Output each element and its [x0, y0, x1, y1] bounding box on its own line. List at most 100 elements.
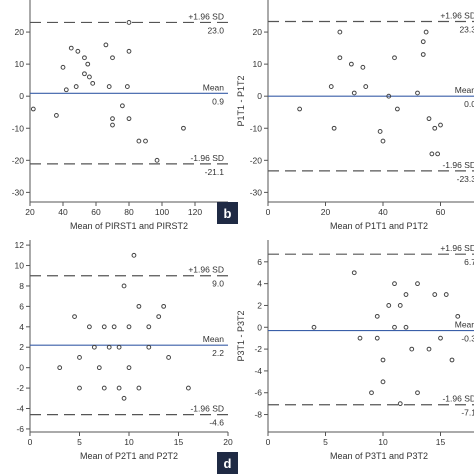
data-point — [54, 113, 59, 118]
data-point — [435, 151, 441, 157]
y-tick-label: 10 — [253, 59, 263, 69]
data-point — [146, 344, 152, 350]
x-tick-label: 60 — [436, 207, 446, 217]
data-point — [392, 324, 397, 330]
data-point — [82, 55, 87, 61]
x-tick-label: 0 — [28, 437, 33, 447]
x-axis-label: Mean of P2T1 and P2T2 — [80, 451, 178, 461]
mean-label: Mean — [455, 320, 474, 330]
x-tick-label: 60 — [91, 207, 101, 217]
data-point — [124, 84, 130, 89]
upper-limit-value: 23.0 — [207, 25, 224, 35]
data-point — [426, 116, 432, 122]
data-point — [415, 281, 420, 287]
y-tick-label: 8 — [19, 281, 24, 291]
x-tick-label: 5 — [323, 437, 328, 447]
data-point — [68, 45, 74, 51]
data-point — [126, 116, 132, 122]
data-point — [380, 357, 386, 363]
data-point — [126, 48, 132, 54]
data-point — [420, 39, 426, 45]
y-tick-label: 0 — [257, 91, 262, 101]
data-point — [106, 344, 112, 350]
data-point — [90, 80, 96, 86]
x-tick-label: 5 — [77, 437, 82, 447]
upper-limit-label: +1.96 SD — [188, 265, 224, 275]
mean-value: -0.3 — [461, 334, 474, 344]
y-tick-label: 20 — [253, 27, 263, 37]
data-point — [360, 64, 366, 70]
data-point — [409, 346, 415, 352]
data-point — [337, 29, 343, 35]
data-point — [146, 324, 152, 330]
data-point — [116, 344, 122, 350]
y-tick-label: 10 — [15, 261, 25, 271]
mean-value: 0.9 — [212, 96, 224, 106]
data-point — [85, 61, 91, 67]
x-tick-label: 0 — [266, 207, 271, 217]
y-tick-label: 12 — [15, 240, 25, 250]
data-point — [110, 122, 115, 128]
data-point — [415, 90, 420, 96]
y-tick-label: -20 — [250, 155, 263, 165]
data-point — [394, 106, 400, 112]
data-point — [351, 270, 357, 276]
data-point — [116, 385, 122, 391]
data-point — [331, 125, 337, 131]
mean-label: Mean — [203, 82, 225, 92]
data-point — [392, 55, 397, 61]
panel-label-box — [217, 202, 238, 224]
y-tick-label: -4 — [16, 404, 24, 414]
upper-limit-label: +1.96 SD — [188, 11, 224, 21]
data-point — [126, 20, 132, 25]
y-tick-label: 2 — [19, 342, 24, 352]
data-point — [386, 303, 392, 308]
data-point — [111, 324, 117, 330]
y-tick-label: 10 — [15, 59, 25, 69]
y-tick-label: 2 — [257, 300, 262, 310]
data-point — [438, 122, 443, 128]
data-point — [403, 292, 409, 297]
mean-value: 0.0 — [464, 99, 474, 109]
data-point — [348, 61, 354, 67]
data-point — [75, 48, 81, 54]
data-point — [374, 335, 380, 341]
x-axis-label: Mean of P1T1 and P1T2 — [330, 221, 428, 231]
y-tick-label: -30 — [12, 187, 25, 197]
upper-limit-label: +1.96 SD — [440, 10, 474, 20]
mean-label: Mean — [455, 85, 474, 95]
lower-limit-value: -7.1 — [461, 408, 474, 418]
y-tick-label: -10 — [250, 123, 263, 133]
data-point — [357, 335, 363, 341]
data-point — [136, 138, 142, 144]
upper-limit-value: 6.7 — [464, 257, 474, 267]
data-point — [397, 303, 403, 308]
data-point — [136, 385, 142, 391]
data-point — [455, 313, 461, 319]
data-point — [121, 395, 127, 401]
data-point — [57, 365, 63, 371]
y-tick-label: 0 — [257, 322, 262, 332]
data-point — [386, 93, 392, 99]
y-tick-label: -10 — [12, 123, 25, 133]
x-tick-label: 40 — [58, 207, 68, 217]
data-point — [443, 292, 449, 297]
lower-limit-label: -1.96 SD — [442, 160, 474, 170]
data-point — [374, 313, 380, 319]
data-point — [103, 42, 109, 48]
data-point — [377, 129, 383, 134]
data-point — [120, 103, 125, 109]
data-point — [87, 324, 92, 330]
x-tick-label: 100 — [155, 207, 169, 217]
data-point — [161, 303, 167, 309]
data-point — [110, 55, 115, 61]
y-tick-label: -4 — [254, 366, 262, 376]
lower-limit-value: -21.1 — [205, 167, 225, 177]
panel-label: b — [224, 206, 232, 221]
data-point — [87, 74, 92, 80]
